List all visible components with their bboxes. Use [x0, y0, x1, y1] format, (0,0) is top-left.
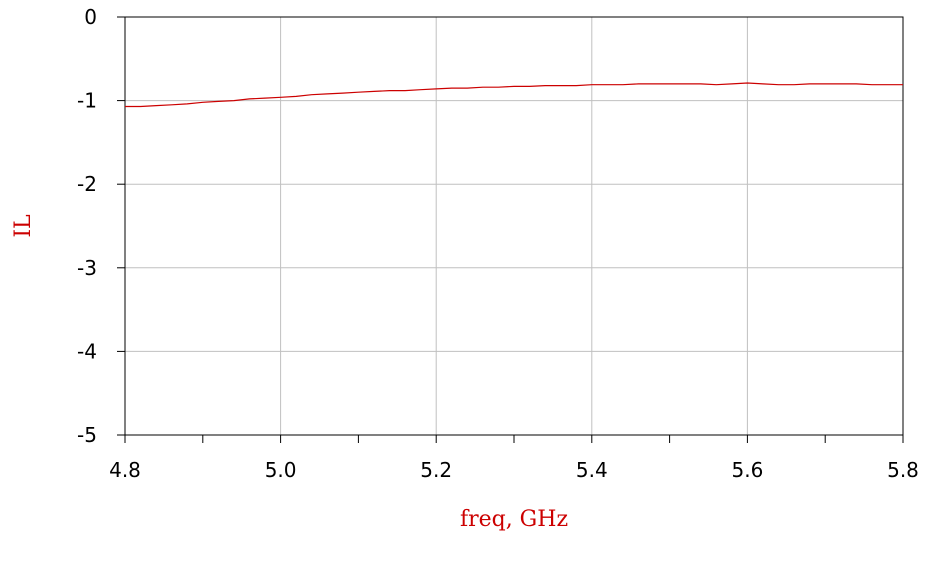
series-layer [125, 82, 903, 108]
x-tick-label: 4.8 [109, 458, 141, 482]
y-tick-label: -1 [77, 89, 97, 113]
il-series-line [125, 82, 903, 108]
x-tick-label: 5.2 [420, 458, 452, 482]
plot-frame [124, 16, 904, 436]
x-tick-label: 5.4 [576, 458, 608, 482]
y-tick-label: -4 [77, 339, 97, 363]
axis-ticks: 4.8 5.0 5.2 5.4 5.6 5.8 0 -1 -2 -3 -4 -5 [77, 5, 919, 482]
x-tick-label: 5.6 [731, 458, 763, 482]
x-tick-label: 5.8 [887, 458, 919, 482]
y-tick-label: 0 [84, 5, 97, 29]
y-axis-label: IL [11, 214, 36, 238]
x-axis-label: freq, GHz [460, 507, 568, 532]
y-tick-label: -3 [77, 256, 97, 280]
y-tick-label: -5 [77, 423, 97, 447]
grid-lines [125, 17, 903, 435]
y-tick-label: -2 [77, 172, 97, 196]
x-tick-label: 5.0 [265, 458, 297, 482]
